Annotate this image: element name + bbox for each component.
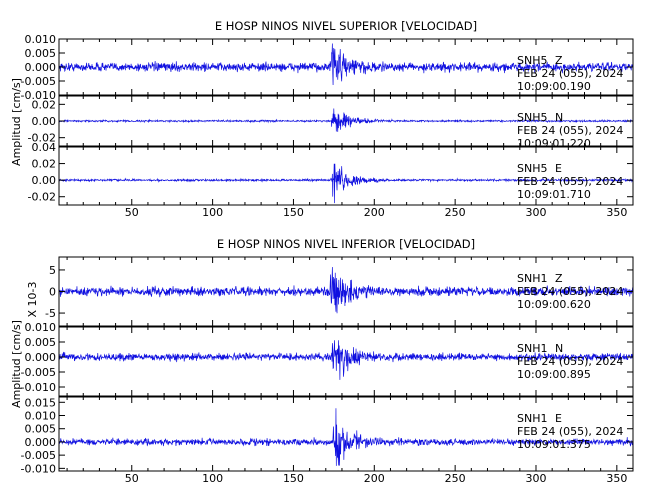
- y-tick-label: 0.02: [32, 158, 57, 171]
- x-tick-label: 200: [364, 206, 385, 219]
- y-tick-label: -0.010: [21, 462, 56, 475]
- trace-date: FEB 24 (055), 2024: [517, 425, 623, 438]
- trace-start-time: 10:09:01.710: [517, 188, 591, 201]
- component-code: E: [555, 412, 562, 425]
- x-tick-label: 150: [283, 206, 304, 219]
- chart-title: E HOSP NINOS NIVEL SUPERIOR [VELOCIDAD]: [215, 19, 477, 33]
- panel-frame: [58, 146, 634, 206]
- y-scale-multiplier: X 10-3: [26, 282, 39, 318]
- x-tick-label: 50: [125, 206, 139, 219]
- component-code: Z: [555, 272, 563, 285]
- y-tick-label: 0.005: [25, 47, 57, 60]
- y-tick-label: -0.010: [21, 381, 56, 394]
- y-tick-label: 0.00: [32, 115, 57, 128]
- x-tick-label: 250: [445, 206, 466, 219]
- y-tick-label: 0.02: [32, 98, 57, 111]
- y-tick-label: -0.010: [21, 89, 56, 102]
- station-code: SNH1: [517, 342, 547, 355]
- chart-1: E HOSP NINOS NIVEL SUPERIOR [VELOCIDAD] A…: [10, 19, 634, 219]
- x-tick-label: 300: [525, 206, 546, 219]
- y-tick-label: 0.010: [25, 410, 57, 423]
- x-tick-label: 100: [202, 206, 223, 219]
- y-tick-label: 0.000: [25, 436, 57, 449]
- chart-2: E HOSP NINOS NIVEL INFERIOR [VELOCIDAD] A…: [10, 237, 634, 485]
- component-code: N: [555, 111, 563, 124]
- y-tick-label: -0.02: [28, 191, 56, 204]
- trace-date: FEB 24 (055), 2024: [517, 67, 623, 80]
- y-tick-label: -5: [45, 307, 56, 320]
- trace-date: FEB 24 (055), 2024: [517, 124, 623, 137]
- x-tick-label: 350: [606, 472, 627, 485]
- y-tick-label: 0: [49, 286, 56, 299]
- seismic-trace: [58, 408, 634, 466]
- x-tick-label: 250: [445, 472, 466, 485]
- trace-start-time: 10:09:00.895: [517, 368, 591, 381]
- trace-start-time: 10:09:00.190: [517, 80, 591, 93]
- y-axis-label: Amplitud [cm/s]: [10, 78, 23, 166]
- seismic-trace: [58, 43, 634, 86]
- chart-title: E HOSP NINOS NIVEL INFERIOR [VELOCIDAD]: [217, 237, 475, 251]
- component-code: N: [555, 342, 563, 355]
- y-tick-label: -0.005: [21, 366, 56, 379]
- panel-frame: [58, 396, 634, 472]
- y-tick-label: 0.005: [25, 423, 57, 436]
- y-tick-label: -0.005: [21, 449, 56, 462]
- y-tick-label: 0.04: [32, 141, 57, 154]
- panel-frame: [58, 326, 634, 397]
- station-code: SNH5: [517, 54, 547, 67]
- station-code: SNH5: [517, 162, 547, 175]
- y-tick-label: -0.005: [21, 75, 56, 88]
- station-code: SNH1: [517, 412, 547, 425]
- trace-date: FEB 24 (055), 2024: [517, 285, 623, 298]
- station-code: SNH1: [517, 272, 547, 285]
- y-tick-label: 0.000: [25, 61, 57, 74]
- component-code: E: [555, 162, 562, 175]
- trace-start-time: 10:09:01.375: [517, 438, 591, 451]
- x-tick-label: 150: [283, 472, 304, 485]
- y-tick-label: 0.015: [25, 396, 57, 409]
- seismic-trace: [58, 108, 634, 132]
- x-tick-label: 100: [202, 472, 223, 485]
- trace-date: FEB 24 (055), 2024: [517, 175, 623, 188]
- trace-date: FEB 24 (055), 2024: [517, 355, 623, 368]
- seismic-trace: [58, 163, 634, 204]
- y-axis-label: Amplitud [cm/s]: [10, 320, 23, 408]
- y-tick-label: -0.02: [28, 132, 56, 145]
- trace-start-time: 10:09:01.220: [517, 137, 591, 150]
- seismic-trace: [58, 340, 634, 380]
- trace-start-time: 10:09:00.620: [517, 298, 591, 311]
- y-tick-label: 0.000: [25, 351, 57, 364]
- station-code: SNH5: [517, 111, 547, 124]
- y-tick-label: 5: [49, 264, 56, 277]
- seismic-trace: [58, 267, 634, 314]
- x-tick-label: 300: [525, 472, 546, 485]
- y-tick-label: 0.010: [25, 33, 57, 46]
- y-tick-label: 0.010: [25, 321, 57, 334]
- x-tick-label: 50: [125, 472, 139, 485]
- component-code: Z: [555, 54, 563, 67]
- x-tick-label: 350: [606, 206, 627, 219]
- y-tick-label: 0.005: [25, 336, 57, 349]
- y-tick-label: 0.00: [32, 174, 57, 187]
- x-tick-label: 200: [364, 472, 385, 485]
